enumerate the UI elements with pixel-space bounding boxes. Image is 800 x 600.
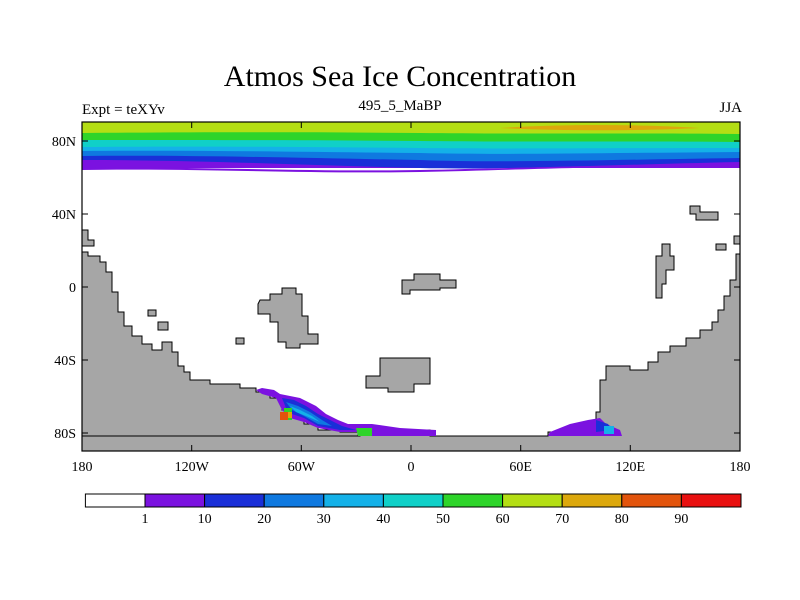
land-central-north (401, 273, 457, 295)
colorbar-label: 10 (198, 512, 212, 527)
colorbar-swatch (382, 493, 444, 508)
land-islet-1 (147, 309, 157, 317)
x-tick-label: 180 (730, 460, 751, 475)
map-title: Atmos Sea Ice Concentration (223, 60, 577, 93)
y-tick-label: 40N (52, 208, 76, 223)
x-tick-label: 120E (616, 460, 646, 475)
x-tick-label: 120W (175, 460, 210, 475)
y-tick-label: 80N (52, 135, 76, 150)
y-axis (82, 140, 740, 434)
colorbar-swatch (621, 493, 682, 508)
x-axis (81, 122, 741, 451)
antarctic-sea-ice (256, 388, 622, 436)
arctic-sea-ice (82, 122, 740, 173)
colorbar-swatch (323, 493, 384, 508)
land-east-1 (655, 243, 675, 299)
x-tick-label: 0 (408, 460, 415, 475)
land-east-4 (733, 235, 741, 245)
colorbar-swatch (204, 493, 265, 508)
land-central-south (365, 357, 431, 393)
colorbar-label: 40 (376, 512, 390, 527)
colorbar-swatch (263, 493, 325, 508)
colorbar-label: 50 (436, 512, 450, 527)
y-tick-label: 40S (54, 354, 76, 369)
colorbar-swatch (144, 493, 206, 508)
season-label: JJA (719, 100, 742, 116)
colorbar-label: 60 (496, 512, 510, 527)
colorbar-swatch (680, 493, 742, 508)
y-tick-label: 0 (69, 281, 76, 296)
colorbar-swatch (561, 493, 623, 508)
colorbar-label: 80 (615, 512, 629, 527)
land-masses (81, 205, 741, 452)
colorbar-label: 1 (142, 512, 149, 527)
colorbar-labels: 1 10 20 30 40 50 60 70 80 90 (142, 512, 689, 527)
colorbar-label: 90 (674, 512, 688, 527)
land-islet-2 (157, 321, 169, 331)
x-tick-label: 60W (288, 460, 316, 475)
period-label: 495_5_MaBP (358, 98, 442, 114)
colorbar-swatch (442, 493, 504, 508)
colorbar-label: 70 (555, 512, 569, 527)
colorbar-label: 20 (257, 512, 271, 527)
y-tick-label: 80S (54, 427, 76, 442)
colorbar (84, 493, 742, 508)
colorbar-label: 30 (317, 512, 331, 527)
colorbar-swatch (502, 493, 563, 508)
land-islet-3 (235, 337, 245, 345)
land-central-west (257, 287, 319, 349)
x-tick-label: 180 (72, 460, 93, 475)
land-east-2 (689, 205, 719, 221)
land-east-3 (715, 243, 727, 251)
x-tick-label: 60E (509, 460, 532, 475)
experiment-label: Expt = teXYv (82, 102, 165, 118)
colorbar-swatch (84, 493, 146, 508)
